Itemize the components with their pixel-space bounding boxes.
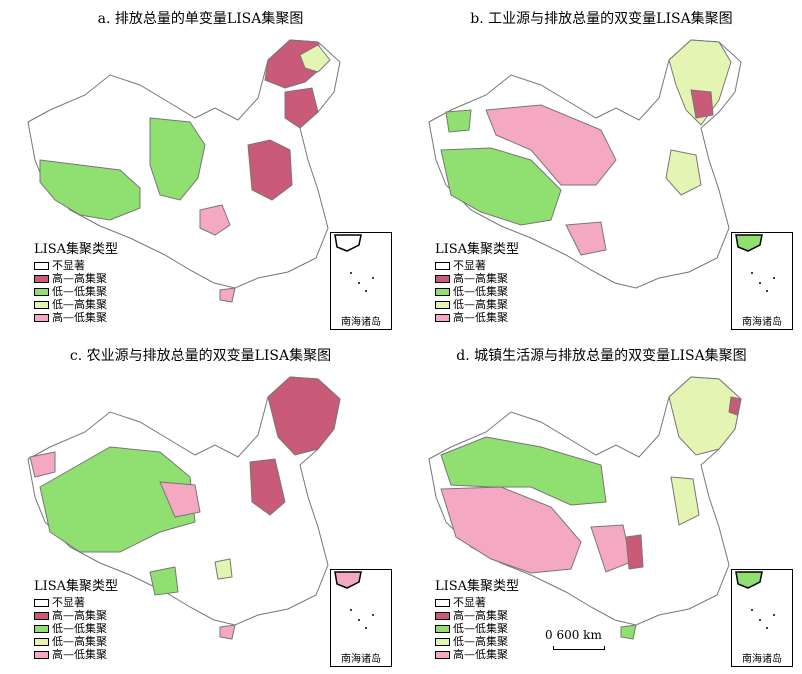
south-china-sea-inset: 南海诸岛 [330,232,392,330]
legend-label: 不显著 [52,596,85,609]
legend-swatch [34,624,49,633]
legend-swatch [435,300,450,309]
panel-c: c. 农业源与排放总量的双变量LISA集聚图 LISA集聚类型 不显著 高—高集… [0,337,401,674]
legend-item: 不显著 [34,259,118,272]
legend-swatch [34,300,49,309]
legend-swatch [34,650,49,659]
legend-title: LISA集聚类型 [34,579,119,594]
legend: LISA集聚类型 不显著 高—高集聚 低—低集聚 低—高集聚 高—低集聚 [34,243,118,324]
inset-map [334,571,374,629]
panel-title: a. 排放总量的单变量LISA集聚图 [97,11,304,27]
legend-label: 高—高集聚 [52,272,107,285]
legend-label: 低—低集聚 [453,622,508,635]
panel-d: d. 城镇生活源与排放总量的双变量LISA集聚图 LISA集聚类型 不显著 高—… [401,337,802,674]
legend-item: 低—高集聚 [34,635,118,648]
legend-label: 高—低集聚 [52,648,107,661]
china-map [428,39,742,289]
legend: LISA集聚类型 不显著 高—高集聚 低—低集聚 低—高集聚 高—低集聚 [435,243,519,324]
legend: LISA集聚类型 不显著 高—高集聚 低—低集聚 低—高集聚 高—低集聚 [435,580,519,661]
china-map [428,376,742,640]
legend-label: 低—高集聚 [453,635,508,648]
legend-label: 高—高集聚 [453,609,508,622]
legend-swatch [34,313,49,322]
legend-title: LISA集聚类型 [435,579,520,594]
scale-bar [553,646,605,650]
legend-label: 不显著 [453,259,486,272]
legend-swatch [435,313,450,322]
legend-item: 高—低集聚 [34,648,118,661]
legend-title: LISA集聚类型 [34,242,119,257]
legend-swatch [435,624,450,633]
legend-swatch [34,637,49,646]
south-china-sea-inset: 南海诸岛 [731,232,793,330]
china-map [27,376,341,640]
legend-label: 低—高集聚 [453,298,508,311]
panel-title: b. 工业源与排放总量的双变量LISA集聚图 [470,11,733,27]
legend-label: 高—低集聚 [52,311,107,324]
legend-item: 不显著 [34,596,118,609]
legend-swatch [435,637,450,646]
legend-item: 低—高集聚 [34,298,118,311]
panel-a: a. 排放总量的单变量LISA集聚图 LISA集聚类型 不显著 高—高集聚 低—… [0,0,401,337]
legend-swatch [34,598,49,607]
legend-item: 低—高集聚 [435,298,519,311]
legend-label: 低—高集聚 [52,635,107,648]
inset-label: 南海诸岛 [341,654,381,665]
inset-map [334,234,374,292]
legend-swatch [435,287,450,296]
legend-swatch [435,261,450,270]
inset-label: 南海诸岛 [742,654,782,665]
legend-item: 高—低集聚 [435,311,519,324]
legend-swatch [34,274,49,283]
legend-swatch [34,261,49,270]
legend-swatch [34,287,49,296]
legend-label: 高—高集聚 [52,609,107,622]
legend-item: 高—高集聚 [34,609,118,622]
legend-item: 高—低集聚 [435,648,519,661]
legend-label: 不显著 [453,596,486,609]
legend-item: 高—高集聚 [435,609,519,622]
legend-label: 低—高集聚 [52,298,107,311]
legend-title: LISA集聚类型 [435,242,520,257]
legend-item: 低—低集聚 [435,285,519,298]
legend-item: 不显著 [435,259,519,272]
panel-b: b. 工业源与排放总量的双变量LISA集聚图 LISA集聚类型 不显著 高—高集… [401,0,802,337]
legend-label: 高—高集聚 [453,272,508,285]
legend-swatch [34,611,49,620]
legend-swatch [435,611,450,620]
legend-item: 低—高集聚 [435,635,519,648]
legend-label: 低—低集聚 [52,622,107,635]
legend-swatch [435,274,450,283]
south-china-sea-inset: 南海诸岛 [731,569,793,667]
legend-item: 低—低集聚 [34,285,118,298]
panel-title: d. 城镇生活源与排放总量的双变量LISA集聚图 [456,348,747,364]
legend-item: 低—低集聚 [34,622,118,635]
china-map [27,39,341,303]
south-china-sea-inset: 南海诸岛 [330,569,392,667]
legend-item: 高—高集聚 [435,272,519,285]
panel-title: c. 农业源与排放总量的双变量LISA集聚图 [69,348,332,364]
legend-label: 低—低集聚 [52,285,107,298]
legend-label: 不显著 [52,259,85,272]
scale-bar-label: 0 600 km [545,628,602,642]
inset-label: 南海诸岛 [341,317,381,328]
legend-item: 高—高集聚 [34,272,118,285]
legend: LISA集聚类型 不显著 高—高集聚 低—低集聚 低—高集聚 高—低集聚 [34,580,118,661]
legend-item: 不显著 [435,596,519,609]
legend-swatch [435,650,450,659]
legend-item: 高—低集聚 [34,311,118,324]
legend-item: 低—低集聚 [435,622,519,635]
legend-label: 高—低集聚 [453,311,508,324]
inset-label: 南海诸岛 [742,317,782,328]
inset-map [735,571,775,629]
inset-map [735,234,775,292]
legend-swatch [435,598,450,607]
legend-label: 低—低集聚 [453,285,508,298]
legend-label: 高—低集聚 [453,648,508,661]
